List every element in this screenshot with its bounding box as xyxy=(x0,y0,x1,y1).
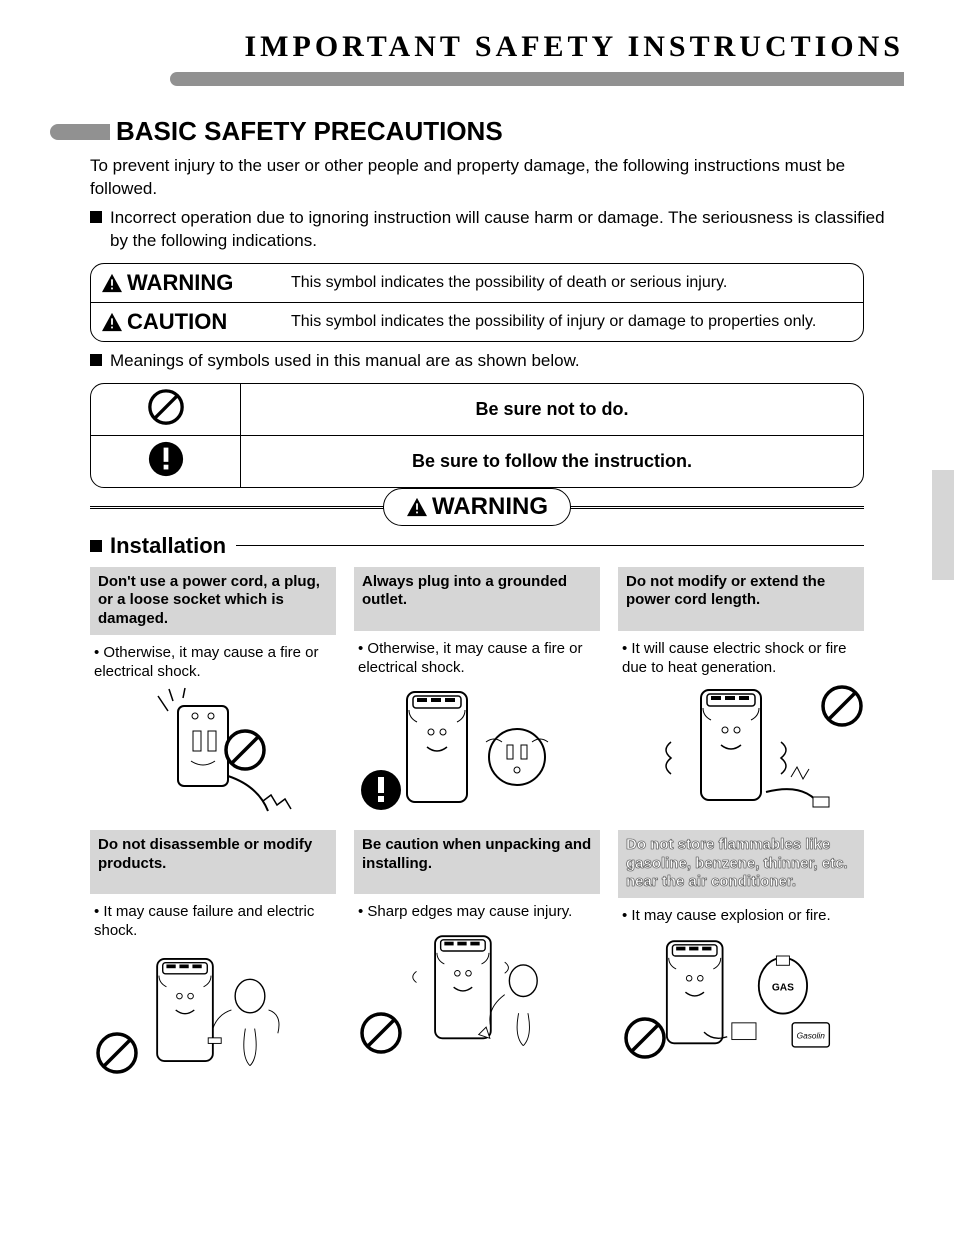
warning-label: WARNING xyxy=(101,270,291,296)
card-heading: Don't use a power cord, a plug, or a loo… xyxy=(90,567,336,635)
card-body-text: It will cause electric shock or fire due… xyxy=(618,631,864,682)
caution-label: CAUTION xyxy=(101,309,291,335)
square-bullet-icon xyxy=(90,354,102,366)
side-tab xyxy=(932,470,954,580)
mandatory-icon-cell xyxy=(91,436,241,487)
mandatory-overlay-icon xyxy=(359,768,403,812)
card-heading: Be caution when unpacking and installing… xyxy=(354,830,600,894)
card-illustration xyxy=(354,682,600,812)
card-illustration xyxy=(90,686,336,816)
square-bullet-icon xyxy=(90,211,102,223)
mandatory-icon xyxy=(147,440,185,478)
precaution-card: Do not store flammables like gasoline, b… xyxy=(618,830,864,1075)
card-body-text: Sharp edges may cause injury. xyxy=(354,894,600,926)
warning-label-text: WARNING xyxy=(127,270,233,296)
svg-text:GAS: GAS xyxy=(772,982,794,993)
subsection-rule xyxy=(236,545,864,547)
square-bullet-icon xyxy=(90,540,102,552)
big-warning-divider: WARNING xyxy=(90,506,864,509)
caution-label-text: CAUTION xyxy=(127,309,227,335)
caution-row: CAUTION This symbol indicates the possib… xyxy=(91,302,863,341)
svg-text:Gasolin: Gasolin xyxy=(796,1030,825,1040)
card-heading: Always plug into a grounded outlet. xyxy=(354,567,600,631)
card-illustration xyxy=(354,925,600,1055)
subsection-header: Installation xyxy=(90,533,864,559)
warning-definition-table: WARNING This symbol indicates the possib… xyxy=(90,263,864,342)
warning-desc: This symbol indicates the possibility of… xyxy=(291,274,853,292)
card-heading: Do not store flammables like gasoline, b… xyxy=(618,830,864,898)
section-bullet-icon xyxy=(50,124,110,140)
bullet-line-1: Incorrect operation due to ignoring inst… xyxy=(90,207,904,253)
symbol-row-mandatory: Be sure to follow the instruction. xyxy=(91,435,863,487)
prohibit-overlay-icon xyxy=(95,1031,139,1075)
prohibit-overlay-icon xyxy=(359,1011,403,1055)
card-body-text: It may cause explosion or fire. xyxy=(618,898,864,930)
mandatory-text: Be sure to follow the instruction. xyxy=(241,443,863,480)
card-illustration xyxy=(618,682,864,812)
section-header: BASIC SAFETY PRECAUTIONS xyxy=(50,116,904,147)
warning-triangle-icon xyxy=(101,273,123,293)
prohibit-text: Be sure not to do. xyxy=(241,391,863,428)
bullet-line-2: Meanings of symbols used in this manual … xyxy=(90,350,904,373)
prohibit-icon-cell xyxy=(91,384,241,435)
section-title: BASIC SAFETY PRECAUTIONS xyxy=(116,116,503,147)
card-heading: Do not disassemble or modify products. xyxy=(90,830,336,894)
card-body-text: Otherwise, it may cause a fire or electr… xyxy=(354,631,600,682)
card-illustration: GAS Gasolin xyxy=(618,930,864,1060)
card-illustration xyxy=(90,945,336,1075)
precaution-card: Do not disassemble or modify products. I… xyxy=(90,830,336,1075)
precaution-card: Be caution when unpacking and installing… xyxy=(354,830,600,1075)
title-rule xyxy=(170,72,904,86)
precaution-grid: Don't use a power cord, a plug, or a loo… xyxy=(90,567,864,1075)
bullet-2-text: Meanings of symbols used in this manual … xyxy=(110,350,580,373)
card-heading: Do not modify or extend the power cord l… xyxy=(618,567,864,631)
prohibit-overlay-icon xyxy=(820,684,864,728)
symbol-row-prohibit: Be sure not to do. xyxy=(91,384,863,435)
prohibit-icon xyxy=(147,388,185,426)
precaution-card: Do not modify or extend the power cord l… xyxy=(618,567,864,816)
card-body-text: It may cause failure and electric shock. xyxy=(90,894,336,945)
precaution-card: Don't use a power cord, a plug, or a loo… xyxy=(90,567,336,816)
caution-triangle-icon xyxy=(101,312,123,332)
prohibit-overlay-icon xyxy=(223,728,267,772)
warning-row: WARNING This symbol indicates the possib… xyxy=(91,264,863,302)
bullet-1-text: Incorrect operation due to ignoring inst… xyxy=(110,207,904,253)
card-body-text: Otherwise, it may cause a fire or electr… xyxy=(90,635,336,686)
warning-triangle-icon xyxy=(406,497,428,517)
caution-desc: This symbol indicates the possibility of… xyxy=(291,313,853,331)
big-warning-text: WARNING xyxy=(432,493,548,521)
prohibit-overlay-icon xyxy=(623,1016,667,1060)
precaution-card: Always plug into a grounded outlet. Othe… xyxy=(354,567,600,816)
subsection-title: Installation xyxy=(110,533,226,559)
intro-text: To prevent injury to the user or other p… xyxy=(90,155,904,201)
page-title: IMPORTANT SAFETY INSTRUCTIONS xyxy=(50,30,904,64)
symbol-table: Be sure not to do. Be sure to follow the… xyxy=(90,383,864,488)
big-warning-badge: WARNING xyxy=(383,488,571,526)
